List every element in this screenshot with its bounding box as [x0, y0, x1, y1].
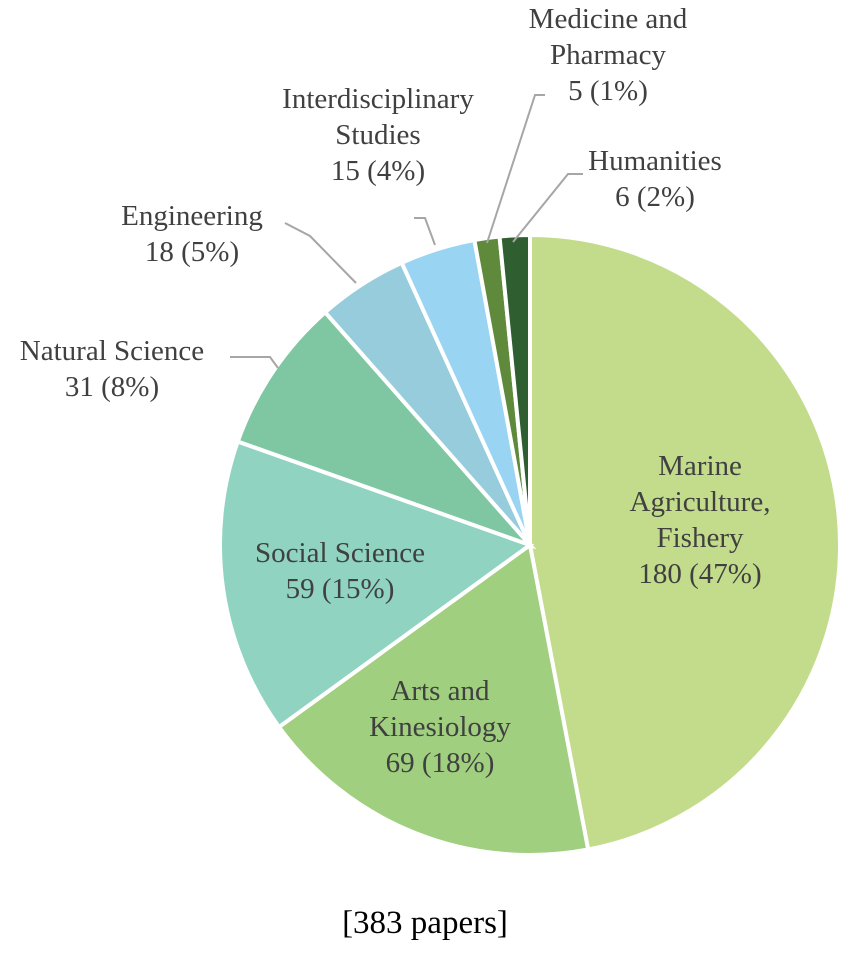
leader-line [512, 173, 583, 243]
leader-line [414, 217, 436, 246]
slice-label: Natural Science 31 (8%) [20, 335, 204, 403]
total-label: [383 papers] [342, 905, 508, 941]
slice-label: Marine Agriculture, Fishery 180 (47%) [630, 450, 771, 590]
slice-label: Medicine and Pharmacy 5 (1%) [529, 3, 688, 107]
pie-slice [218, 438, 535, 730]
slice-label: Arts and Kinesiology 69 (18%) [369, 675, 511, 779]
pie-slice [276, 541, 591, 857]
leader-line [284, 222, 357, 284]
slice-label: Interdisciplinary Studies 15 (4%) [282, 83, 474, 187]
leader-line [230, 356, 279, 369]
pie-slice [235, 309, 537, 550]
leader-line [486, 94, 545, 244]
slice-label: Engineering 18 (5%) [121, 200, 263, 268]
slice-label: Social Science 59 (15%) [255, 537, 425, 605]
pie-slice [497, 232, 532, 546]
slice-label: Humanities 6 (2%) [588, 145, 722, 213]
pie-slice [528, 232, 842, 852]
